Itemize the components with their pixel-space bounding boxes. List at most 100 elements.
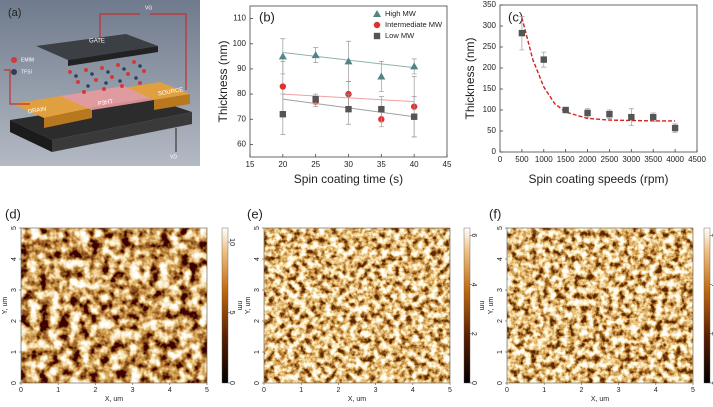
- semiconductor-label: P3HT: [98, 99, 114, 108]
- colorbar-tick-label: 6: [470, 233, 477, 237]
- y-tick-label: 5: [497, 226, 504, 230]
- x-tick-label: 5: [691, 387, 695, 394]
- colorbar-tick-label: 6: [710, 233, 713, 237]
- y-tick-label: 2: [497, 319, 504, 323]
- x-tick-label: 5: [448, 387, 452, 394]
- marker: [650, 113, 657, 121]
- x-tick-label: 0: [498, 155, 503, 164]
- plot-frame: [263, 227, 451, 384]
- y-tick-label: 350: [483, 0, 497, 9]
- legend-marker: [373, 32, 381, 40]
- y-tick-label: 3: [11, 288, 18, 292]
- y-tick-label: 4: [497, 257, 504, 261]
- colorbar-tick-label: 4: [710, 283, 713, 287]
- x-tick-label: 4: [168, 387, 172, 394]
- plot-frame: [499, 4, 698, 153]
- marker: [671, 124, 679, 132]
- panel-label: (d): [5, 206, 21, 221]
- x-tick-label: 0: [505, 387, 509, 394]
- x-tick-label: 40: [410, 160, 419, 169]
- plot-frame: [20, 227, 208, 384]
- legend-label: High MW: [385, 9, 417, 18]
- drain-voltage-label: VD: [170, 154, 177, 160]
- afm-image: [264, 228, 450, 383]
- x-tick-label: 1: [299, 387, 303, 394]
- y-tick-label: 150: [483, 84, 497, 93]
- y-tick-label: 100: [233, 39, 247, 48]
- plot-frame: [506, 227, 694, 384]
- y-tick-label: 50: [487, 126, 496, 135]
- y-tick-label: 0: [492, 147, 497, 156]
- x-tick-label: 0: [262, 387, 266, 394]
- colorbar-tick-label: 4: [470, 283, 477, 287]
- x-tick-label: 15: [246, 160, 255, 169]
- marker: [279, 83, 287, 90]
- device-schematic: (a) GATE EMIM TFSI DRAIN SOURCE P3HT VG …: [0, 0, 200, 166]
- anion-label: TFSI: [21, 69, 32, 75]
- x-axis-label: X, um: [348, 396, 366, 403]
- colorbar-tick-label: 10: [228, 238, 235, 246]
- y-tick-label: 3: [254, 288, 261, 292]
- gate-electrode: [36, 34, 158, 60]
- x-tick-label: 1000: [535, 155, 553, 164]
- marker: [279, 111, 287, 118]
- x-axis-label: X, um: [105, 396, 123, 403]
- x-tick-label: 2: [93, 387, 97, 394]
- x-axis-label: Spin coating speeds (rpm): [528, 172, 668, 186]
- panel-label: (e): [247, 206, 263, 221]
- x-tick-label: 4500: [688, 155, 706, 164]
- y-tick-label: 90: [237, 64, 246, 73]
- y-tick-label: 1: [497, 350, 504, 354]
- afm-image: [507, 228, 693, 383]
- x-tick-label: 25: [311, 160, 320, 169]
- substrate: [10, 98, 192, 140]
- afm-image: [21, 228, 207, 383]
- colorbar-label: nm: [236, 301, 243, 311]
- x-tick-label: 2000: [579, 155, 597, 164]
- drain-electrode: [12, 96, 92, 118]
- marker: [410, 113, 418, 120]
- marker: [584, 109, 591, 117]
- fit-line: [521, 17, 676, 122]
- x-tick-label: 500: [515, 155, 529, 164]
- legend-marker: [373, 21, 381, 29]
- marker: [606, 111, 613, 118]
- colorbar-tick-label: 0: [470, 381, 477, 385]
- legend-label: Low MW: [385, 31, 415, 40]
- source-electrode: [124, 82, 190, 100]
- anion-cloud: [74, 64, 142, 88]
- y-tick-label: 4: [254, 257, 261, 261]
- y-axis-label: Y, um: [245, 297, 252, 315]
- x-tick-label: 30: [344, 160, 353, 169]
- gate-front: [68, 46, 158, 66]
- colorbar-label: nm: [478, 301, 485, 311]
- panel-label: (c): [508, 9, 523, 24]
- panel-label: (b): [259, 9, 275, 24]
- x-tick-label: 35: [377, 160, 386, 169]
- x-tick-label: 45: [443, 160, 452, 169]
- drain-label: DRAIN: [28, 106, 47, 115]
- source-wire: [150, 13, 187, 90]
- x-tick-label: 4: [411, 387, 415, 394]
- panel-label: (a): [8, 7, 21, 19]
- marker: [345, 105, 352, 113]
- y-tick-label: 0: [254, 381, 261, 385]
- marker: [312, 95, 319, 103]
- y-tick-label: 0: [11, 381, 18, 385]
- x-tick-label: 4: [654, 387, 658, 394]
- legend-marker: [373, 10, 381, 17]
- y-tick-label: 110: [233, 14, 246, 23]
- marker: [378, 105, 385, 113]
- colorbar: [463, 227, 471, 384]
- source-label: SOURCE: [158, 87, 184, 97]
- y-tick-label: 1: [11, 350, 18, 354]
- x-tick-label: 3500: [644, 155, 662, 164]
- x-tick-label: 0: [19, 387, 23, 394]
- x-tick-label: 1: [542, 387, 546, 394]
- y-tick-label: 250: [483, 42, 497, 51]
- colorbar-tick-label: 5: [228, 311, 235, 315]
- legend-label: Intermediate MW: [385, 20, 443, 29]
- marker: [278, 52, 287, 60]
- marker: [628, 113, 635, 121]
